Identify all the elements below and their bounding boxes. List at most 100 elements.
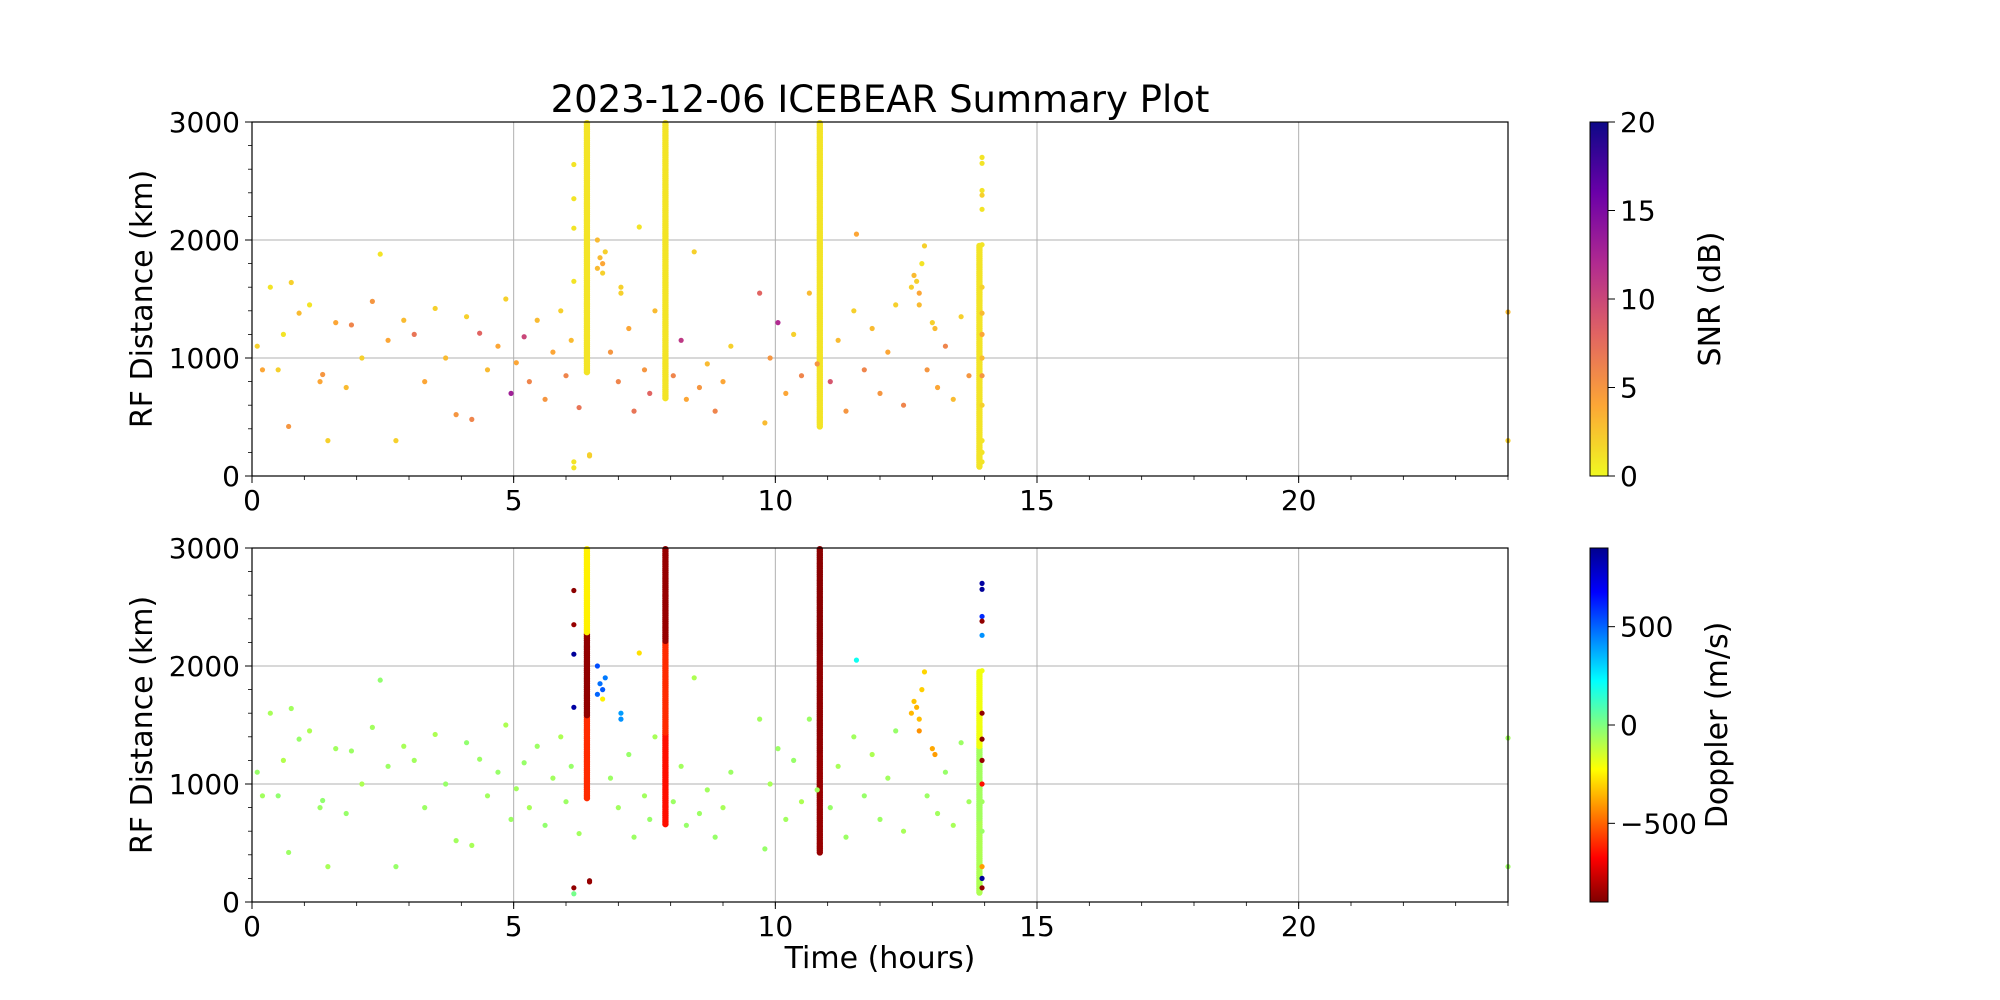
data-point bbox=[306, 728, 313, 734]
data-point bbox=[453, 838, 459, 844]
data-point bbox=[979, 187, 985, 194]
data-point bbox=[594, 237, 601, 243]
data-point bbox=[320, 797, 326, 804]
data-point bbox=[691, 249, 697, 255]
data-point bbox=[542, 396, 548, 402]
data-point bbox=[477, 330, 483, 336]
data-point bbox=[508, 390, 514, 396]
data-point bbox=[280, 757, 286, 764]
data-point bbox=[806, 290, 812, 296]
snr-colorbar-label: SNR (dB) bbox=[1693, 232, 1728, 367]
data-point bbox=[631, 408, 637, 414]
data-point bbox=[893, 728, 899, 734]
data-point bbox=[696, 384, 703, 391]
data-point bbox=[757, 716, 763, 722]
data-point bbox=[393, 438, 399, 444]
colorbar-tick-label: 15 bbox=[1620, 195, 1656, 228]
data-point bbox=[495, 769, 501, 775]
data-point bbox=[966, 373, 972, 379]
x-axis-label: Time (hours) bbox=[784, 941, 976, 976]
doppler-panel-grid bbox=[252, 548, 1508, 902]
data-point bbox=[942, 769, 949, 775]
data-point bbox=[843, 834, 849, 840]
data-point bbox=[916, 302, 922, 308]
data-point bbox=[979, 580, 985, 587]
data-point bbox=[979, 710, 985, 716]
data-point bbox=[798, 799, 805, 805]
data-point bbox=[597, 681, 603, 687]
data-point bbox=[942, 343, 949, 349]
snr-panel: 2023-12-06 ICEBEAR Summary Plot 0 5 10 15 20… bbox=[125, 78, 1511, 517]
data-point bbox=[550, 775, 556, 781]
data-point bbox=[521, 334, 527, 340]
data-point bbox=[317, 379, 323, 385]
data-point bbox=[720, 379, 726, 385]
data-point bbox=[921, 669, 928, 675]
data-point bbox=[979, 668, 985, 674]
data-point bbox=[401, 743, 407, 749]
data-point bbox=[286, 849, 292, 856]
data-point bbox=[950, 396, 956, 402]
doppler-panel-points bbox=[254, 545, 1511, 897]
data-point bbox=[348, 322, 355, 328]
data-point bbox=[325, 864, 331, 870]
data-point bbox=[254, 769, 260, 775]
data-point bbox=[979, 586, 985, 592]
data-point bbox=[691, 675, 697, 681]
data-point bbox=[908, 710, 915, 716]
data-point bbox=[526, 805, 532, 811]
data-point bbox=[934, 384, 941, 391]
data-point bbox=[600, 261, 606, 267]
colorbar-tick-label: 10 bbox=[1620, 283, 1656, 316]
data-point bbox=[683, 822, 689, 828]
data-point bbox=[296, 736, 302, 742]
data-point bbox=[979, 459, 985, 465]
data-point bbox=[950, 822, 956, 828]
snr-panel-ticks: 0 5 10 15 20 0 1000 2000 3000 bbox=[169, 106, 1509, 517]
data-point bbox=[369, 724, 375, 730]
data-point bbox=[626, 325, 632, 332]
data-point bbox=[652, 308, 658, 314]
data-point bbox=[979, 160, 985, 166]
data-point bbox=[600, 270, 606, 276]
data-point bbox=[542, 822, 548, 828]
data-point bbox=[916, 728, 922, 734]
data-point bbox=[615, 379, 621, 385]
data-point bbox=[728, 343, 734, 349]
data-point bbox=[958, 740, 964, 746]
data-point bbox=[571, 196, 577, 202]
data-point bbox=[678, 337, 684, 343]
x-tick-label: 20 bbox=[1281, 910, 1317, 943]
data-point bbox=[979, 331, 985, 337]
data-point bbox=[806, 716, 812, 722]
data-point bbox=[571, 459, 577, 465]
data-point bbox=[563, 799, 569, 805]
data-point bbox=[568, 763, 574, 769]
data-point bbox=[333, 320, 339, 326]
data-point bbox=[385, 763, 391, 769]
doppler-panel: 0 5 10 15 20 0 1000 2000 3000 RF Distance (km) T… bbox=[125, 532, 1511, 976]
data-point bbox=[359, 781, 365, 787]
data-point bbox=[607, 775, 614, 781]
data-point bbox=[979, 154, 985, 160]
data-point bbox=[286, 423, 292, 430]
data-point bbox=[618, 716, 624, 722]
data-point bbox=[979, 206, 985, 212]
data-point bbox=[814, 361, 820, 367]
data-point bbox=[563, 373, 569, 379]
data-point bbox=[571, 278, 577, 284]
data-point bbox=[521, 760, 527, 766]
data-point bbox=[513, 360, 519, 366]
snr-panel-grid bbox=[252, 122, 1508, 476]
data-point bbox=[463, 314, 470, 320]
y-tick-label: 2000 bbox=[169, 224, 240, 257]
data-point bbox=[641, 793, 648, 799]
data-point bbox=[979, 284, 985, 290]
data-point bbox=[979, 736, 985, 742]
data-point bbox=[618, 290, 624, 296]
data-point bbox=[835, 763, 841, 769]
data-point bbox=[385, 337, 391, 343]
data-point bbox=[924, 367, 930, 373]
data-point bbox=[568, 337, 574, 343]
data-point bbox=[526, 379, 532, 385]
